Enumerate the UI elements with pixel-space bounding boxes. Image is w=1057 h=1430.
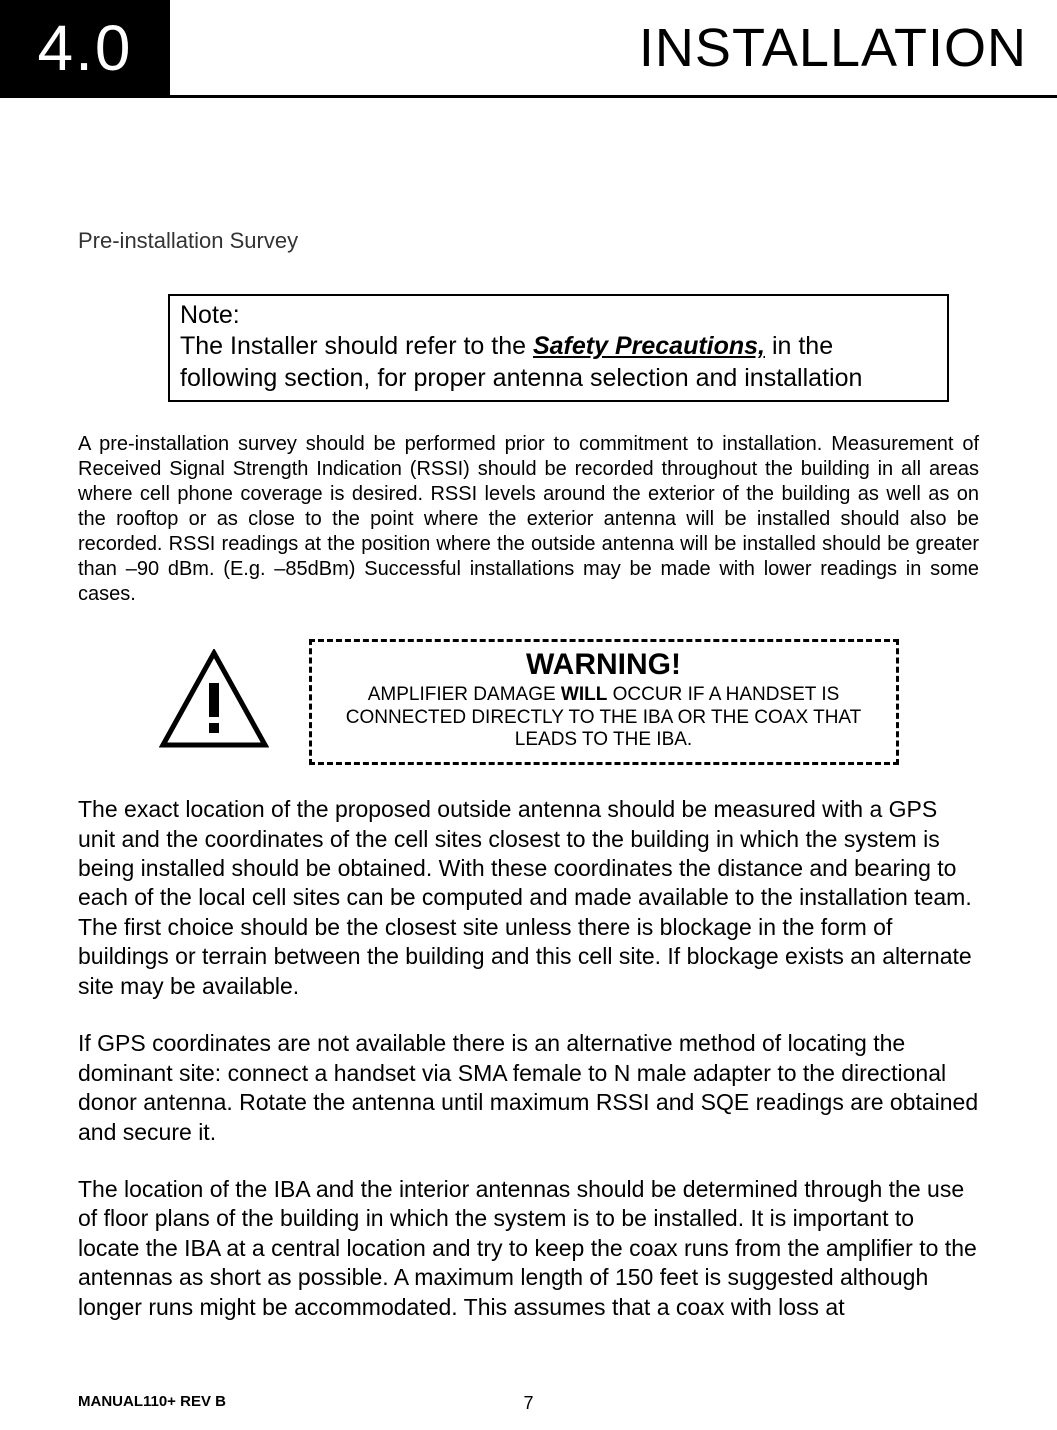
section-title: INSTALLATION xyxy=(170,0,1057,95)
subheading: Pre-installation Survey xyxy=(78,228,979,254)
warning-line3: LEADS TO THE IBA. xyxy=(515,729,692,750)
warning-text: AMPLIFIER DAMAGE WILL OCCUR IF A HANDSET… xyxy=(332,684,876,752)
paragraph-1: A pre-installation survey should be perf… xyxy=(78,432,979,607)
paragraph-4: The location of the IBA and the interior… xyxy=(78,1175,979,1322)
footer-page-number: 7 xyxy=(78,1393,979,1414)
warning-title: WARNING! xyxy=(332,648,876,682)
warning-line1b: OCCUR IF A HANDSET IS xyxy=(607,684,839,705)
warning-bold: WILL xyxy=(561,684,607,705)
note-label: Note: xyxy=(180,301,240,329)
note-emphasis: Safety Precautions, xyxy=(533,332,765,360)
warning-row: WARNING! AMPLIFIER DAMAGE WILL OCCUR IF … xyxy=(78,639,979,765)
warning-line1a: AMPLIFIER DAMAGE xyxy=(368,684,561,705)
note-text-before: The Installer should refer to the xyxy=(180,332,533,360)
page: 4.0 INSTALLATION Pre-installation Survey… xyxy=(0,0,1057,1430)
warning-icon xyxy=(159,649,269,754)
page-header: 4.0 INSTALLATION xyxy=(0,0,1057,98)
paragraph-3: If GPS coordinates are not available the… xyxy=(78,1029,979,1147)
warning-box: WARNING! AMPLIFIER DAMAGE WILL OCCUR IF … xyxy=(309,639,899,765)
page-footer: MANUAL110+ REV B 7 xyxy=(78,1393,979,1410)
section-number: 4.0 xyxy=(0,0,170,95)
paragraph-2: The exact location of the proposed outsi… xyxy=(78,795,979,1001)
note-box: Note: The Installer should refer to the … xyxy=(168,294,949,402)
content-area: Pre-installation Survey Note: The Instal… xyxy=(0,98,1057,1322)
warning-line2: CONNECTED DIRECTLY TO THE IBA OR THE COA… xyxy=(346,707,862,728)
